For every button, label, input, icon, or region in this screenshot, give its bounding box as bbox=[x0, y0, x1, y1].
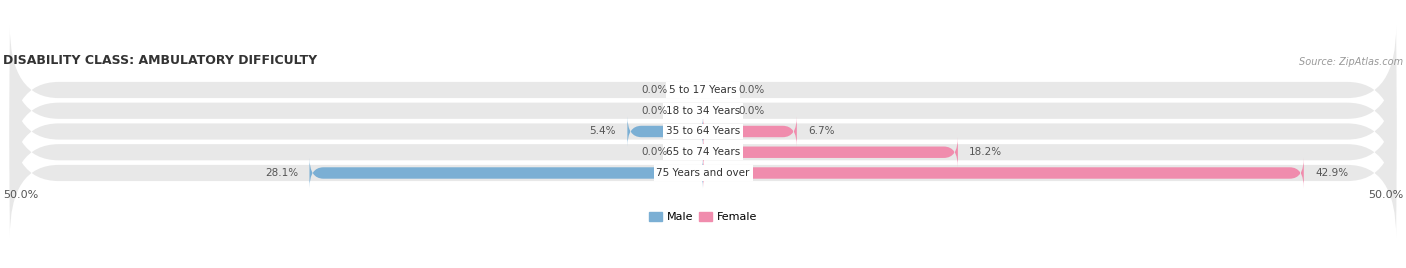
Text: 5 to 17 Years: 5 to 17 Years bbox=[669, 85, 737, 95]
FancyBboxPatch shape bbox=[703, 158, 1303, 188]
Text: 6.7%: 6.7% bbox=[808, 126, 835, 136]
Text: 42.9%: 42.9% bbox=[1315, 168, 1348, 178]
Text: 0.0%: 0.0% bbox=[641, 147, 668, 157]
Text: 28.1%: 28.1% bbox=[266, 168, 298, 178]
FancyBboxPatch shape bbox=[703, 117, 797, 147]
FancyBboxPatch shape bbox=[10, 25, 1396, 155]
Text: Source: ZipAtlas.com: Source: ZipAtlas.com bbox=[1299, 57, 1403, 67]
Text: 0.0%: 0.0% bbox=[641, 106, 668, 116]
FancyBboxPatch shape bbox=[10, 67, 1396, 196]
Text: 0.0%: 0.0% bbox=[738, 106, 765, 116]
Text: 18 to 34 Years: 18 to 34 Years bbox=[666, 106, 740, 116]
Text: 0.0%: 0.0% bbox=[738, 85, 765, 95]
Text: 35 to 64 Years: 35 to 64 Years bbox=[666, 126, 740, 136]
Legend: Male, Female: Male, Female bbox=[650, 212, 756, 222]
FancyBboxPatch shape bbox=[10, 46, 1396, 175]
Text: 50.0%: 50.0% bbox=[1368, 190, 1403, 200]
Text: 75 Years and over: 75 Years and over bbox=[657, 168, 749, 178]
FancyBboxPatch shape bbox=[703, 137, 957, 167]
FancyBboxPatch shape bbox=[10, 109, 1396, 237]
Text: 50.0%: 50.0% bbox=[3, 190, 38, 200]
Text: 18.2%: 18.2% bbox=[969, 147, 1002, 157]
Text: 65 to 74 Years: 65 to 74 Years bbox=[666, 147, 740, 157]
Text: 5.4%: 5.4% bbox=[589, 126, 616, 136]
FancyBboxPatch shape bbox=[10, 88, 1396, 217]
Text: 0.0%: 0.0% bbox=[641, 85, 668, 95]
FancyBboxPatch shape bbox=[309, 158, 703, 188]
FancyBboxPatch shape bbox=[627, 117, 703, 147]
Text: DISABILITY CLASS: AMBULATORY DIFFICULTY: DISABILITY CLASS: AMBULATORY DIFFICULTY bbox=[3, 54, 316, 67]
